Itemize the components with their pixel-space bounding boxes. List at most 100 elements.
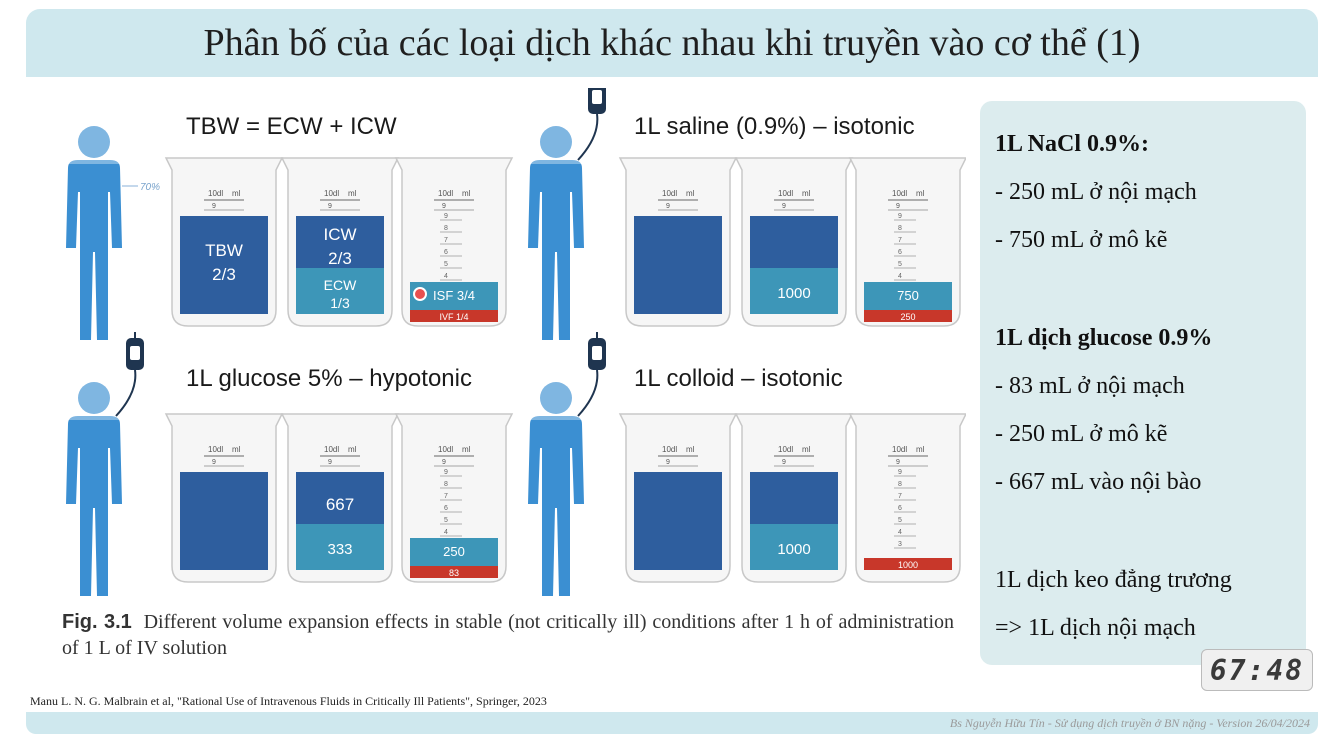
scale-label-9: 9 xyxy=(896,203,900,210)
glucose-title: 1L dịch glucose 0.9% xyxy=(995,325,1213,351)
fill-label: 333 xyxy=(327,541,352,558)
fill-label: TBW xyxy=(205,241,243,260)
scale-label-ml: ml xyxy=(916,189,925,198)
panel-heading: TBW = ECW + ICW xyxy=(186,113,397,140)
fill-label: 2/3 xyxy=(328,249,352,268)
scale-label-dl: 10dl xyxy=(662,189,677,198)
citation: Manu L. N. G. Malbrain et al, "Rational … xyxy=(30,694,547,708)
fill-label: 250 xyxy=(443,544,465,559)
scale-tick-label: 8 xyxy=(898,481,902,488)
scale-tick-label: 7 xyxy=(898,493,902,500)
fill-label: 667 xyxy=(326,495,354,514)
fill-dark xyxy=(180,472,268,570)
footer-text: Bs Nguyễn Hữu Tín - Sử dụng dịch truyền … xyxy=(949,716,1310,730)
scale-label-dl: 10dl xyxy=(324,189,339,198)
scale-label-ml: ml xyxy=(232,445,241,454)
fill-label: ISF 3/4 xyxy=(433,288,475,303)
scale-label-9: 9 xyxy=(328,203,332,210)
scale-tick-label: 6 xyxy=(444,505,448,512)
iv-bag-window xyxy=(592,346,602,360)
scale-label-ml: ml xyxy=(686,445,695,454)
fill-dark xyxy=(296,472,384,524)
fill-teal xyxy=(750,268,838,314)
scale-label-dl: 10dl xyxy=(438,445,453,454)
scale-label-dl: 10dl xyxy=(662,445,677,454)
fill-label: 1000 xyxy=(898,560,918,570)
pct-label: 70% xyxy=(140,182,160,193)
fill-label: IVF 1/4 xyxy=(439,312,468,322)
scale-tick-label: 9 xyxy=(898,469,902,476)
scale-label-dl: 10dl xyxy=(208,445,223,454)
fill-teal xyxy=(750,524,838,570)
scale-label-9: 9 xyxy=(212,459,216,466)
fill-dark xyxy=(180,216,268,314)
scale-tick-label: 7 xyxy=(898,237,902,244)
panel-heading: 1L colloid – isotonic xyxy=(634,365,843,392)
slide-title: Phân bố của các loại dịch khác nhau khi … xyxy=(203,22,1141,64)
scale-label-ml: ml xyxy=(232,189,241,198)
scale-tick-label: 5 xyxy=(898,261,902,268)
fill-label: 1000 xyxy=(777,541,810,558)
colloid-line-1: 1L dịch keo đẳng trương xyxy=(995,567,1232,593)
scale-label-dl: 10dl xyxy=(778,189,793,198)
scale-tick-label: 6 xyxy=(898,249,902,256)
scale-label-dl: 10dl xyxy=(892,445,907,454)
scale-label-dl: 10dl xyxy=(438,189,453,198)
person-silhouette xyxy=(516,376,596,596)
scale-label-ml: ml xyxy=(462,189,471,198)
slide-timer: 67:48 xyxy=(1201,649,1313,691)
scale-label-9: 9 xyxy=(442,459,446,466)
scale-tick-label: 4 xyxy=(444,529,448,536)
fill-teal xyxy=(864,282,952,310)
fill-teal xyxy=(410,538,498,566)
scale-label-ml: ml xyxy=(802,445,811,454)
summary-panel: 1L NaCl 0.9%: - 250 mL ở nội mạch - 750 … xyxy=(980,101,1306,665)
fill-label: 1/3 xyxy=(330,295,350,311)
iv-line xyxy=(577,369,599,417)
scale-label-ml: ml xyxy=(462,445,471,454)
fill-label: 750 xyxy=(897,288,919,303)
glucose-line-interstitial: - 250 mL ở mô kẽ xyxy=(995,421,1168,447)
scale-label-dl: 10dl xyxy=(778,445,793,454)
iv-line xyxy=(115,369,137,417)
scale-tick-label: 7 xyxy=(444,237,448,244)
nacl-title: 1L NaCl 0.9%: xyxy=(995,131,1150,157)
scale-tick-label: 9 xyxy=(444,469,448,476)
scale-label-9: 9 xyxy=(782,459,786,466)
scale-label-dl: 10dl xyxy=(208,189,223,198)
glucose-line-intravascular: - 83 mL ở nội mạch xyxy=(995,373,1185,399)
scale-label-9: 9 xyxy=(896,459,900,466)
fill-red xyxy=(410,566,498,578)
scale-tick-label: 6 xyxy=(444,249,448,256)
scale-label-ml: ml xyxy=(916,445,925,454)
iv-bag-window xyxy=(592,90,602,104)
scale-tick-label: 9 xyxy=(444,213,448,220)
fill-label: 250 xyxy=(900,312,915,322)
scale-label-ml: ml xyxy=(686,189,695,198)
nacl-line-intravascular: - 250 mL ở nội mạch xyxy=(995,179,1197,205)
scale-tick-label: 5 xyxy=(898,517,902,524)
fill-dark xyxy=(634,472,722,570)
scale-label-ml: ml xyxy=(802,189,811,198)
scale-tick-label: 9 xyxy=(898,213,902,220)
scale-tick-label: 4 xyxy=(898,529,902,536)
fill-teal xyxy=(296,524,384,570)
scale-label-dl: 10dl xyxy=(892,189,907,198)
title-bar: Phân bố của các loại dịch khác nhau khi … xyxy=(26,9,1318,77)
scale-tick-label: 8 xyxy=(444,481,448,488)
fill-dark xyxy=(750,472,838,524)
fill-teal xyxy=(296,268,384,314)
fill-red xyxy=(864,558,952,570)
person-silhouette xyxy=(54,120,134,340)
scale-label-9: 9 xyxy=(782,203,786,210)
scale-label-9: 9 xyxy=(212,203,216,210)
panel-heading: 1L saline (0.9%) – isotonic xyxy=(634,113,915,140)
colloid-line-2: => 1L dịch nội mạch xyxy=(995,615,1196,641)
scale-tick-label: 5 xyxy=(444,261,448,268)
caption-text: Different volume expansion effects in st… xyxy=(62,611,955,659)
scale-tick-label: 3 xyxy=(898,541,902,548)
scale-tick-label: 4 xyxy=(444,273,448,280)
scale-tick-label: 7 xyxy=(444,493,448,500)
fill-dark xyxy=(296,216,384,268)
beaker xyxy=(848,413,968,583)
